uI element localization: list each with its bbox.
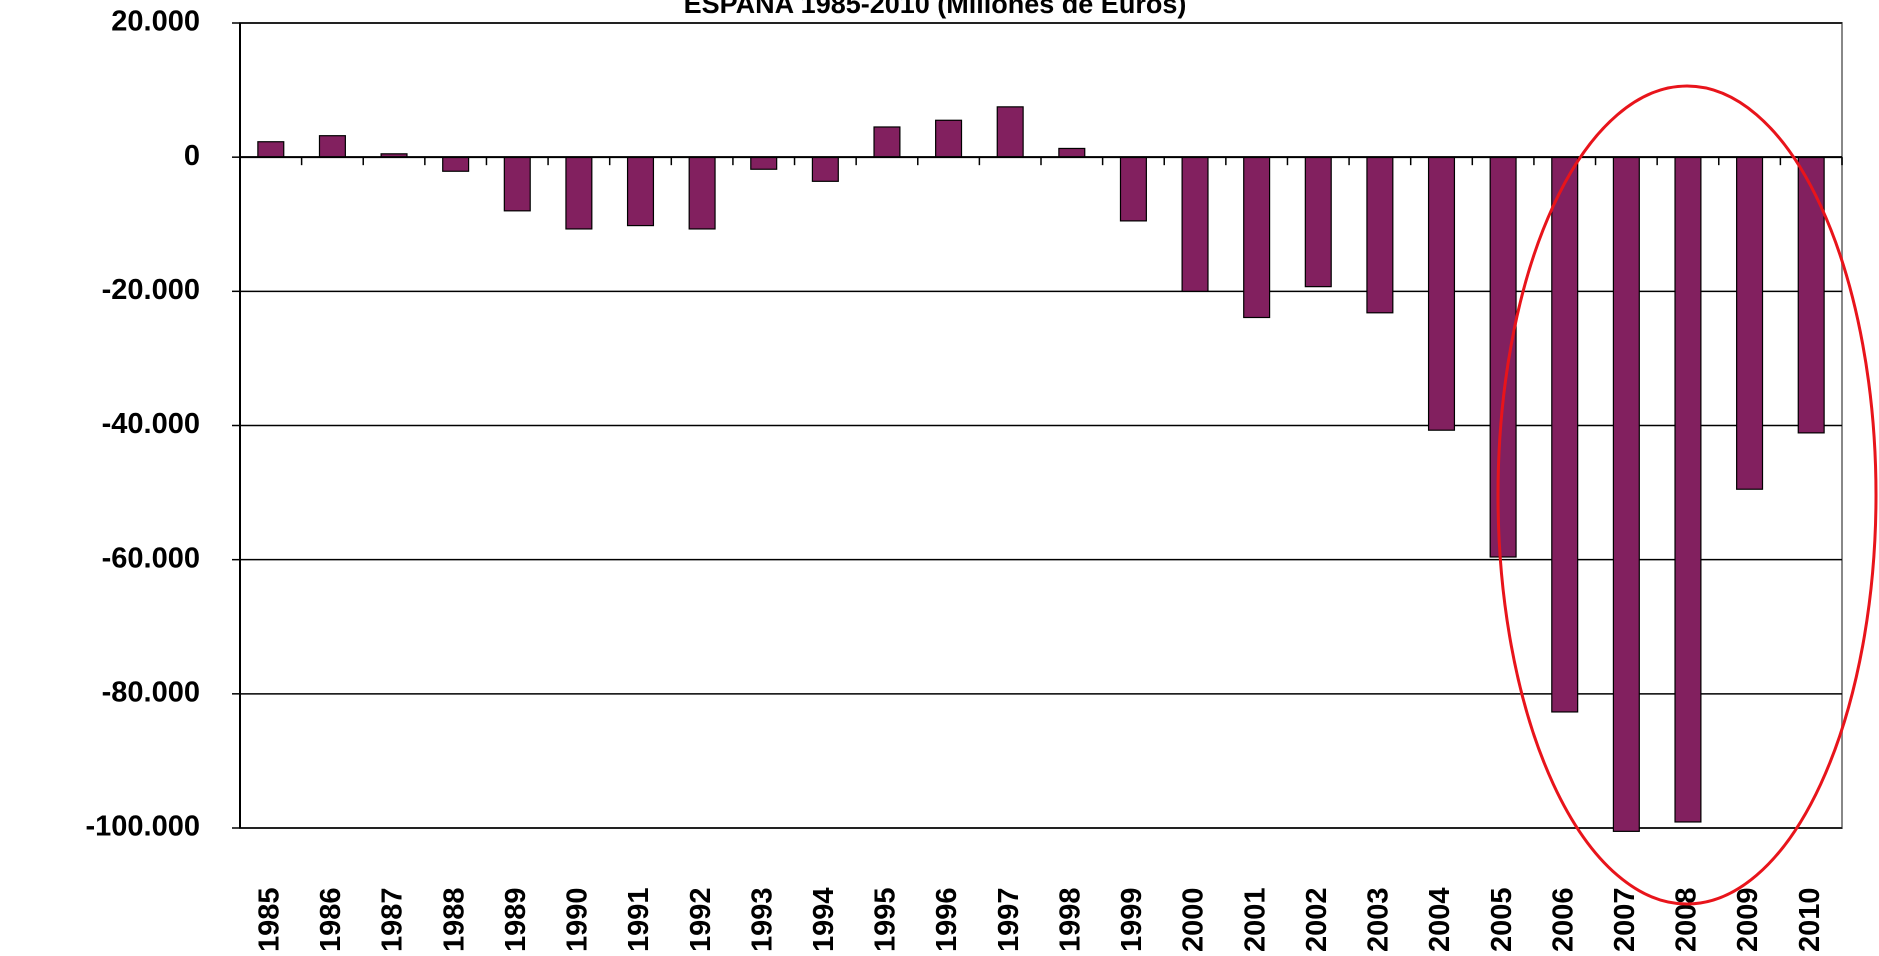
x-tick-label: 2005 xyxy=(1486,887,1518,952)
chart-title: ESPAÑA 1985-2010 (Millones de Euros) xyxy=(684,0,1187,19)
x-tick-label: 2010 xyxy=(1794,887,1826,952)
x-tick-label: 1990 xyxy=(562,887,594,952)
y-tick-label: 0 xyxy=(184,140,200,172)
bar xyxy=(503,156,531,212)
bar xyxy=(1612,156,1640,832)
y-tick-label: 20.000 xyxy=(111,6,200,38)
bar xyxy=(1551,156,1579,713)
x-tick-label: 2004 xyxy=(1424,887,1456,952)
x-tick-label: 1992 xyxy=(685,887,717,952)
bar xyxy=(1181,156,1209,292)
y-tick-label: -60.000 xyxy=(102,542,200,574)
y-tick-label: -20.000 xyxy=(102,274,200,306)
bar xyxy=(1674,156,1702,823)
x-tick-label: 2002 xyxy=(1301,887,1333,952)
x-tick-label: 2000 xyxy=(1178,887,1210,952)
bar xyxy=(1243,156,1271,319)
bar xyxy=(750,156,778,170)
bar xyxy=(318,135,346,158)
bar xyxy=(1797,156,1825,434)
bar xyxy=(1058,147,1086,158)
highlight-ellipse xyxy=(1496,84,1878,906)
bar xyxy=(935,119,963,158)
x-tick-label: 1985 xyxy=(253,887,285,952)
x-tick-label: 1991 xyxy=(623,887,655,952)
bar xyxy=(688,156,716,230)
x-tick-label: 1997 xyxy=(993,887,1025,952)
x-tick-label: 1986 xyxy=(315,887,347,952)
x-tick-label: 1993 xyxy=(746,887,778,952)
x-tick-label: 1988 xyxy=(438,887,470,952)
bar xyxy=(1489,156,1517,558)
x-tick-label: 2003 xyxy=(1363,887,1395,952)
x-tick-label: 1987 xyxy=(377,887,409,952)
bar xyxy=(1366,156,1394,314)
bar xyxy=(565,156,593,230)
x-tick-label: 1995 xyxy=(870,887,902,952)
bar xyxy=(996,106,1024,158)
bar xyxy=(1119,156,1147,222)
bar xyxy=(1304,156,1332,288)
bar xyxy=(1427,156,1456,431)
y-tick-label: -40.000 xyxy=(102,408,200,440)
bar xyxy=(257,141,285,158)
y-tick-label: -80.000 xyxy=(102,676,200,708)
x-tick-label: 2001 xyxy=(1239,887,1271,952)
bar xyxy=(1736,156,1764,490)
x-tick-label: 1999 xyxy=(1116,887,1148,952)
bar xyxy=(811,156,839,182)
x-tick-label: 1996 xyxy=(931,887,963,952)
x-tick-label: 1994 xyxy=(808,887,840,952)
y-tick-label: -100.000 xyxy=(86,811,201,843)
x-tick-label: 1989 xyxy=(500,887,532,952)
bar xyxy=(626,156,655,227)
x-tick-label: 2007 xyxy=(1609,887,1641,952)
x-tick-label: 2009 xyxy=(1732,887,1764,952)
bar xyxy=(873,126,901,158)
x-tick-label: 2008 xyxy=(1671,887,1703,952)
x-tick-label: 2006 xyxy=(1547,887,1579,952)
x-tick-label: 1998 xyxy=(1054,887,1086,952)
bar xyxy=(442,156,470,172)
